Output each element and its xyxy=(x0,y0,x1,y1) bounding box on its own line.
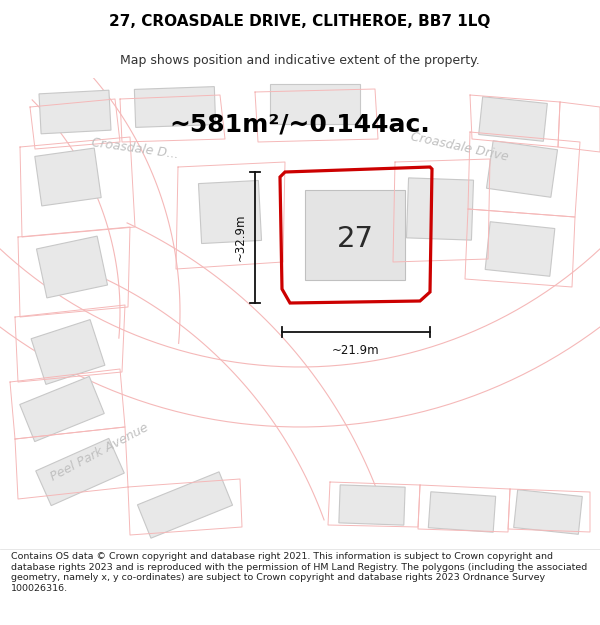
Text: Croasdale D...: Croasdale D... xyxy=(91,136,179,161)
Bar xyxy=(305,190,405,280)
Bar xyxy=(137,472,233,538)
Bar xyxy=(39,90,111,134)
Text: 27: 27 xyxy=(337,225,373,253)
Bar xyxy=(20,376,104,442)
Text: Contains OS data © Crown copyright and database right 2021. This information is : Contains OS data © Crown copyright and d… xyxy=(11,552,587,592)
Bar xyxy=(487,141,557,198)
Bar xyxy=(270,84,360,124)
Bar xyxy=(514,490,583,534)
Bar xyxy=(485,222,555,276)
Text: 27, CROASDALE DRIVE, CLITHEROE, BB7 1LQ: 27, CROASDALE DRIVE, CLITHEROE, BB7 1LQ xyxy=(109,14,491,29)
Text: ~21.9m: ~21.9m xyxy=(332,344,380,356)
Bar xyxy=(35,148,101,206)
Text: ~32.9m: ~32.9m xyxy=(233,214,247,261)
Bar xyxy=(406,178,473,240)
Bar xyxy=(199,181,262,244)
Bar xyxy=(36,438,124,506)
Text: ~581m²/~0.144ac.: ~581m²/~0.144ac. xyxy=(170,113,430,137)
Bar xyxy=(479,97,547,141)
Text: Croasdale Drive: Croasdale Drive xyxy=(410,130,510,164)
Bar xyxy=(339,485,405,525)
Text: Map shows position and indicative extent of the property.: Map shows position and indicative extent… xyxy=(120,54,480,68)
Bar xyxy=(134,87,215,128)
Bar xyxy=(37,236,107,298)
Bar xyxy=(31,319,105,384)
Text: Peel Park Avenue: Peel Park Avenue xyxy=(49,421,151,483)
Bar xyxy=(428,492,496,532)
